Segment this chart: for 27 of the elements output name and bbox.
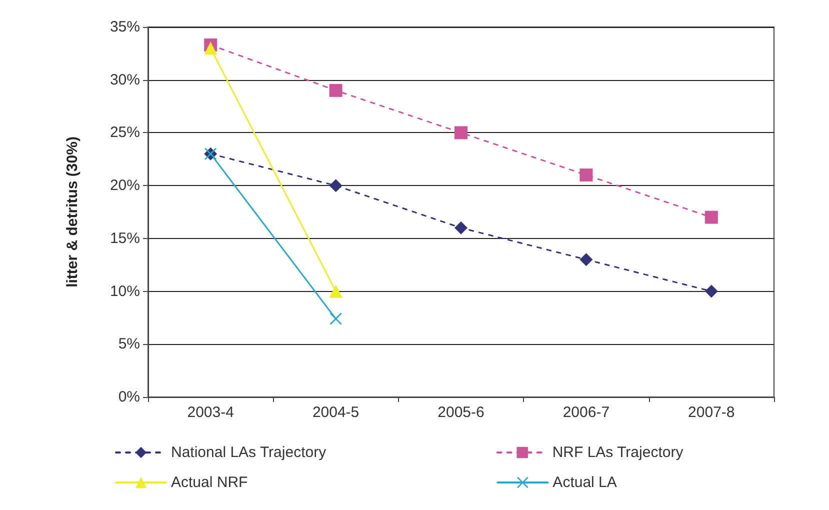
point xyxy=(330,312,342,325)
x-tick-label: 2006-7 xyxy=(562,404,610,421)
legend-label: Actual NRF xyxy=(171,474,248,491)
point xyxy=(329,179,342,192)
y-axis-title: litter & detritus (30%) xyxy=(64,136,81,288)
y-tick-label: 25% xyxy=(110,124,140,142)
point xyxy=(580,168,593,182)
y-tick-label: 15% xyxy=(110,230,140,247)
x-tick-label: 2003-4 xyxy=(187,404,234,421)
legend-label: National LAs Trajectory xyxy=(171,444,327,461)
legend-label: NRF LAs Trajectory xyxy=(552,444,684,461)
point xyxy=(704,210,718,224)
y-tick-label: 10% xyxy=(110,282,140,300)
y-tick-label: 20% xyxy=(110,177,140,194)
x-tick-label: 2007-8 xyxy=(688,404,735,421)
point xyxy=(580,253,593,266)
point xyxy=(329,84,342,97)
x-tick-label: 2005-6 xyxy=(438,404,484,421)
y-tick-label: 5% xyxy=(118,336,140,353)
point xyxy=(454,221,468,234)
x-tick-label: 2004-5 xyxy=(312,404,360,421)
point xyxy=(704,284,718,298)
y-tick-label: 30% xyxy=(110,71,140,88)
legend-label: Actual LA xyxy=(552,474,617,491)
point xyxy=(454,126,468,140)
y-tick-label: 35% xyxy=(110,18,140,36)
y-tick-label: 0% xyxy=(118,388,140,406)
